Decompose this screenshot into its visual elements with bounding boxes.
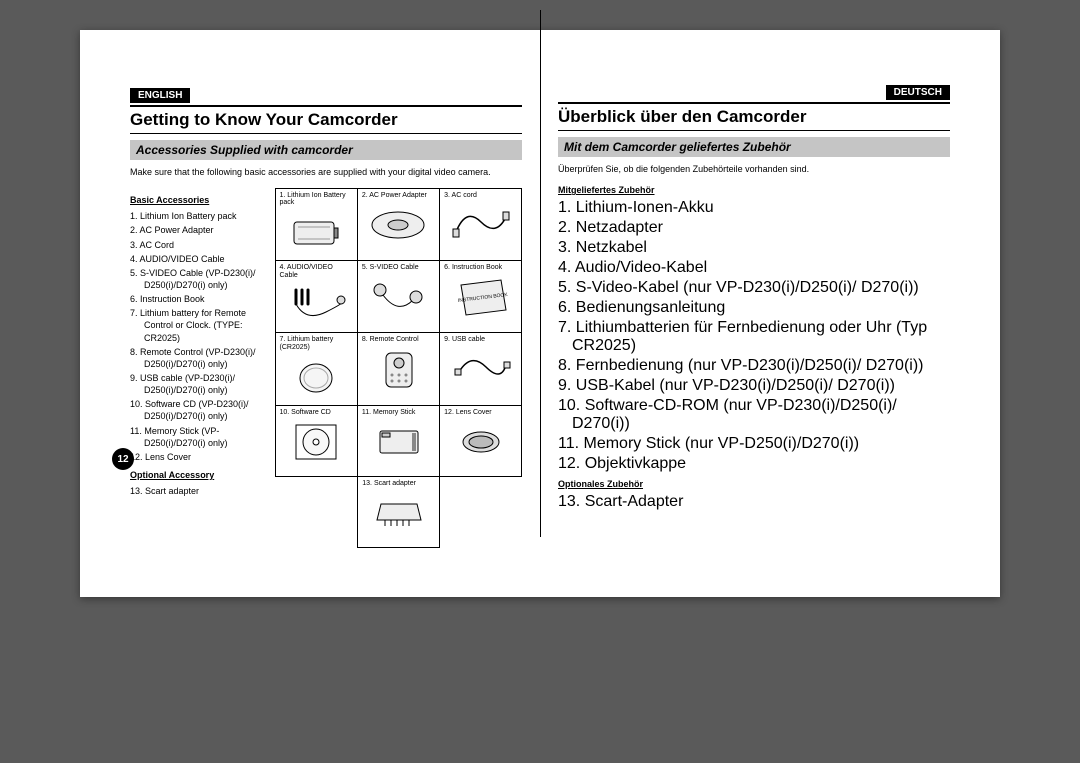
manual-page: ENGLISH Getting to Know Your Camcorder A… [80, 30, 1000, 597]
avcable-icon [280, 282, 353, 328]
column-deutsch: DEUTSCH Überblick über den Camcorder Mit… [540, 85, 950, 547]
scart-icon [362, 490, 434, 536]
accessory-cell: 10. Software CD [275, 405, 358, 477]
grid-row: 13. Scart adapter [275, 476, 522, 547]
cell-label: 11. Memory Stick [362, 409, 435, 417]
list-item: 1. Lithium-Ionen-Akku [558, 199, 950, 217]
lang-badge-de: DEUTSCH [886, 85, 950, 100]
list-item: 6. Bedienungsanleitung [558, 299, 950, 317]
heading-de: Überblick über den Camcorder [558, 102, 950, 131]
list-item: 6. Instruction Book [130, 293, 265, 305]
accessory-cell: 13. Scart adapter [357, 476, 439, 548]
list-item: 7. Lithiumbatterien für Fernbedienung od… [558, 319, 950, 355]
accessory-grid: 1. Lithium Ion Battery pack 2. AC Power A… [275, 188, 522, 547]
list-item: 9. USB cable (VP-D230(i)/ D250(i)/D270(i… [130, 372, 265, 396]
accessory-list-en: Basic Accessories 1. Lithium Ion Battery… [130, 188, 265, 547]
grid-row: 7. Lithium battery (CR2025) 8. Remote Con… [275, 333, 522, 405]
list-item: 11. Memory Stick (VP-D250(i)/D270(i) onl… [130, 425, 265, 449]
cell-label: 4. AUDIO/VIDEO Cable [280, 264, 353, 279]
list-item: 2. AC Power Adapter [130, 224, 265, 236]
optional-label-en: Optional Accessory [130, 469, 265, 481]
list-item: 1. Lithium Ion Battery pack [130, 210, 265, 222]
remote-icon [362, 347, 435, 393]
column-english: ENGLISH Getting to Know Your Camcorder A… [130, 85, 540, 547]
list-item: 10. Software-CD-ROM (nur VP-D230(i)/D250… [558, 397, 950, 433]
accessory-cell: 4. AUDIO/VIDEO Cable [275, 260, 358, 333]
cell-label: 9. USB cable [444, 336, 517, 344]
adapter-icon [362, 202, 435, 248]
optional-label-de: Optionales Zubehör [558, 479, 950, 489]
list-item: 8. Remote Control (VP-D230(i)/ D250(i)/D… [130, 346, 265, 370]
book-icon [444, 275, 517, 321]
subheading-en: Accessories Supplied with camcorder [130, 140, 522, 160]
list-item: 3. AC Cord [130, 239, 265, 251]
lenscap-icon [444, 419, 517, 465]
list-item: 2. Netzadapter [558, 219, 950, 237]
list-item: 11. Memory Stick (nur VP-D250(i)/D270(i)… [558, 435, 950, 453]
list-item: 12. Lens Cover [130, 451, 265, 463]
list-item: 5. S-Video-Kabel (nur VP-D230(i)/D250(i)… [558, 279, 950, 297]
svideo-icon [362, 275, 435, 321]
accessory-cell: 11. Memory Stick [357, 405, 440, 477]
accessory-cell: 2. AC Power Adapter [357, 188, 440, 261]
list-item: 12. Objektivkappe [558, 455, 950, 473]
cell-label: 10. Software CD [280, 409, 353, 417]
list-item: 4. Audio/Video-Kabel [558, 259, 950, 277]
coin-icon [280, 355, 353, 401]
accessory-cell: 9. USB cable [439, 332, 522, 405]
grid-row: 4. AUDIO/VIDEO Cable 5. S-VIDEO Cable 6. I… [275, 261, 522, 333]
list-item: 9. USB-Kabel (nur VP-D230(i)/D250(i)/ D2… [558, 377, 950, 395]
heading-en: Getting to Know Your Camcorder [130, 105, 522, 134]
battery-icon [280, 210, 353, 256]
usb-icon [444, 347, 517, 393]
grid-row: 10. Software CD 11. Memory Stick 12. Lens … [275, 405, 522, 476]
intro-de: Überprüfen Sie, ob die folgenden Zubehör… [558, 163, 950, 175]
cell-label: 1. Lithium Ion Battery pack [280, 192, 353, 207]
cell-label: 3. AC cord [444, 192, 517, 200]
basic-label-en: Basic Accessories [130, 194, 265, 206]
list-item: 3. Netzkabel [558, 239, 950, 257]
accessory-cell: 7. Lithium battery (CR2025) [275, 332, 358, 405]
list-item: 5. S-VIDEO Cable (VP-D230(i)/ D250(i)/D2… [130, 267, 265, 291]
grid-row: 1. Lithium Ion Battery pack 2. AC Power A… [275, 188, 522, 260]
mstick-icon [362, 419, 435, 465]
accessory-cell: 8. Remote Control [357, 332, 440, 405]
basic-label-de: Mitgeliefertes Zubehör [558, 185, 950, 195]
accessory-cell: 5. S-VIDEO Cable [357, 260, 440, 333]
accessory-cell: 1. Lithium Ion Battery pack [275, 188, 358, 261]
cell-label: 12. Lens Cover [444, 409, 517, 417]
lang-badge-en: ENGLISH [130, 88, 190, 103]
cell-label: 5. S-VIDEO Cable [362, 264, 435, 272]
intro-en: Make sure that the following basic acces… [130, 166, 522, 178]
list-item: 8. Fernbedienung (nur VP-D230(i)/D250(i)… [558, 357, 950, 375]
accessory-cell: 12. Lens Cover [439, 405, 522, 477]
cell-label: 7. Lithium battery (CR2025) [280, 336, 353, 351]
list-item: 4. AUDIO/VIDEO Cable [130, 253, 265, 265]
cell-label: 8. Remote Control [362, 336, 435, 344]
cell-label: 2. AC Power Adapter [362, 192, 435, 200]
subheading-de: Mit dem Camcorder geliefertes Zubehör [558, 137, 950, 157]
cell-label: 13. Scart adapter [362, 480, 434, 488]
list-item: 13. Scart-Adapter [558, 493, 950, 511]
cd-icon [280, 419, 353, 465]
accessory-cell: 6. Instruction Book [439, 260, 522, 333]
accessory-cell: 3. AC cord [439, 188, 522, 261]
list-item: 13. Scart adapter [130, 485, 265, 497]
cord-icon [444, 202, 517, 248]
cell-label: 6. Instruction Book [444, 264, 517, 272]
accessory-list-de: Mitgeliefertes Zubehör 1. Lithium-Ionen-… [558, 185, 950, 511]
list-item: 10. Software CD (VP-D230(i)/ D250(i)/D27… [130, 398, 265, 422]
list-item: 7. Lithium battery for Remote Control or… [130, 307, 265, 343]
columns: ENGLISH Getting to Know Your Camcorder A… [130, 85, 950, 547]
